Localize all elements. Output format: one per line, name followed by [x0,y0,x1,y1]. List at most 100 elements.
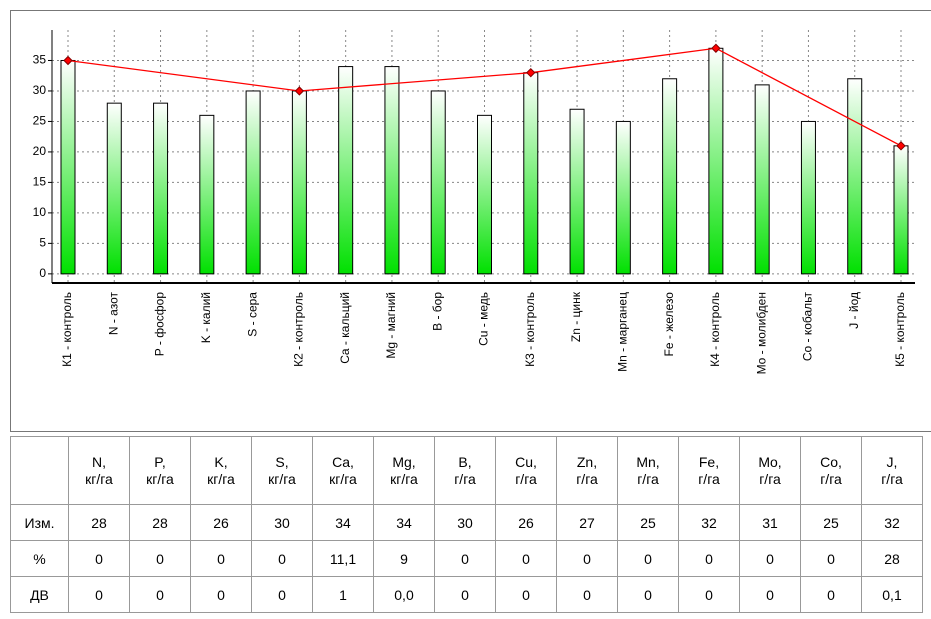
header-cell: Fe, г/га [678,436,740,505]
x-tick-label: К1 - контроль [60,292,74,367]
header-unit: г/га [820,470,842,487]
table-cell: 0 [556,576,618,613]
table-cell: 28 [861,540,923,577]
bar [662,78,678,275]
y-tick-label: 35 [33,53,47,67]
x-tick-label: Co - кобальт [801,292,815,362]
bar [106,102,122,275]
header-cell: Zn, г/га [556,436,618,505]
x-tick-label: К2 - контроль [292,292,306,367]
header-unit: кг/га [146,470,174,487]
x-tick-label: Ca - кальций [338,292,352,364]
table-cell: 0 [739,540,801,577]
bar [384,66,400,275]
bar [893,145,909,275]
row-label: ДВ [10,576,69,613]
x-tick-label: Mg - магний [384,292,398,359]
header-name: J, [886,453,898,470]
data-table: N, кг/га P, кг/га K, кг/га S, кг/га Ca, кг/га Mg, к… [10,436,923,613]
bar [338,66,354,275]
table-cell: 0 [617,576,679,613]
header-corner [10,436,69,505]
x-tick-label: P - фосфор [153,292,167,357]
header-unit: г/га [698,470,720,487]
row-label: Изм. [10,504,69,541]
y-tick-label: 15 [33,175,47,189]
x-tick-label: J - йод [847,292,861,329]
table-cell: 0 [617,540,679,577]
table-cell: 31 [739,504,801,541]
table-cell: 28 [129,504,191,541]
bar [708,47,724,275]
table-cell: 0 [495,540,557,577]
header-unit: г/га [454,470,476,487]
header-cell: B, г/га [434,436,496,505]
bar [245,90,261,275]
header-cell: Ca, кг/га [312,436,374,505]
table-cell: 25 [617,504,679,541]
header-name: P, [154,453,166,470]
x-tick-label: S - сера [245,292,259,337]
bar [60,59,76,275]
y-tick-label: 5 [39,236,46,250]
table-cell: 0 [251,576,313,613]
bar [153,102,169,275]
table-cell: 0 [68,540,130,577]
table-cell: 0 [434,576,496,613]
x-tick-label: N - азот [106,292,120,336]
table-cell: 0 [678,576,740,613]
header-unit: г/га [881,470,903,487]
table-cell: 30 [251,504,313,541]
bar [847,78,863,275]
header-name: Zn, [576,453,598,470]
table-row: Изм. 28 28 26 30 34 34 30 26 27 25 32 31 25 32 [10,504,923,541]
table-cell: 9 [373,540,435,577]
header-cell: Mg, кг/га [373,436,435,505]
chart: 0 5 10 15 20 25 30 35 К1 - контроль N - азот P - ф… [10,10,931,432]
table-cell: 0 [678,540,740,577]
line-marker [63,55,73,66]
header-cell: Mn, г/га [617,436,679,505]
bar [430,90,446,275]
table-cell: 26 [495,504,557,541]
y-tick-label: 30 [33,83,47,97]
table-row: N, кг/га P, кг/га K, кг/га S, кг/га Ca, кг/га Mg, к… [10,436,923,505]
header-unit: г/га [759,470,781,487]
table-cell: 0 [556,540,618,577]
y-tick-label: 10 [33,205,47,219]
y-tick-label: 20 [33,144,47,158]
x-tick-label: К4 - контроль [708,292,722,367]
header-name: B, [458,453,472,470]
header-name: Mg, [392,453,416,470]
header-name: Mn, [636,453,660,470]
header-cell: Mo, г/га [739,436,801,505]
table-cell: 34 [312,504,374,541]
bar [754,84,770,275]
x-tick-label: К3 - контроль [523,292,537,367]
bar [569,108,585,275]
table-cell: 0 [800,540,862,577]
header-name: Ca, [332,453,354,470]
table-cell: 0 [800,576,862,613]
header-name: K, [214,453,228,470]
header-cell: Co, г/га [800,436,862,505]
bar [615,120,631,275]
x-tick-label: Mn - марганец [616,292,630,372]
header-unit: г/га [637,470,659,487]
line-marker [294,86,305,96]
header-name: Fe, [698,453,720,470]
bar [199,114,215,275]
table-row: % 0 0 0 0 11,1 9 0 0 0 0 0 0 0 28 [10,540,923,577]
table-cell: 28 [68,504,130,541]
table-cell: 30 [434,504,496,541]
header-unit: кг/га [268,470,296,487]
x-tick-label: Mo - молибден [754,292,768,374]
bar [291,90,307,275]
line-marker [526,67,536,78]
header-name: N, [92,453,106,470]
table-cell: 0 [739,576,801,613]
header-cell: J, г/га [861,436,923,505]
table-cell: 0 [495,576,557,613]
y-tick-label: 25 [33,114,47,128]
